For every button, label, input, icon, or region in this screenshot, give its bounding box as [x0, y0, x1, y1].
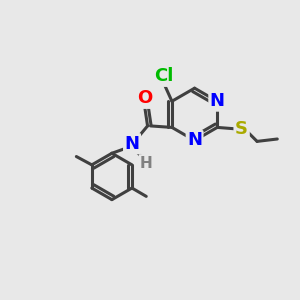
Text: S: S [235, 120, 248, 138]
Text: O: O [137, 89, 152, 107]
Text: Cl: Cl [154, 67, 173, 85]
Text: H: H [140, 156, 153, 171]
Text: S: S [235, 120, 248, 138]
Text: Cl: Cl [154, 67, 173, 85]
Text: O: O [137, 89, 152, 107]
Text: N: N [124, 135, 140, 153]
Text: N: N [187, 131, 202, 149]
Text: N: N [210, 92, 225, 110]
Text: N: N [124, 135, 140, 153]
Text: H: H [140, 156, 153, 171]
